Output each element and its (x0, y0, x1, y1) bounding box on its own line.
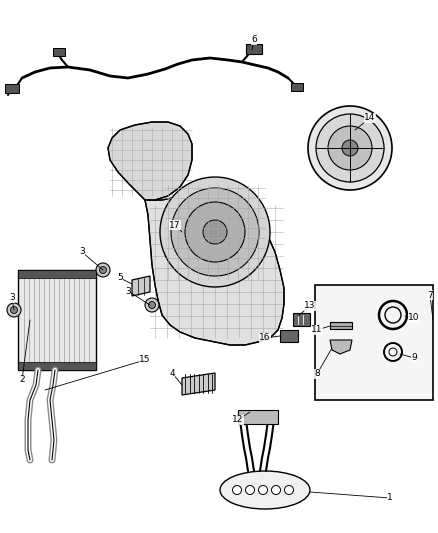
Polygon shape (108, 122, 192, 200)
Polygon shape (280, 330, 298, 342)
Polygon shape (182, 373, 215, 395)
Text: 3: 3 (125, 287, 131, 295)
Bar (53, 48, 65, 56)
Text: 6: 6 (251, 36, 257, 44)
Text: 4: 4 (169, 368, 175, 377)
Bar (18, 362, 96, 370)
Text: 17: 17 (169, 221, 181, 230)
Text: 12: 12 (232, 416, 244, 424)
Circle shape (342, 140, 358, 156)
Circle shape (7, 303, 21, 317)
Text: 3: 3 (9, 294, 15, 303)
Text: 2: 2 (19, 376, 25, 384)
Circle shape (328, 126, 372, 170)
Circle shape (148, 302, 155, 309)
Text: 1: 1 (387, 494, 393, 503)
Text: 15: 15 (139, 356, 151, 365)
Text: 5: 5 (117, 273, 123, 282)
Text: 3: 3 (79, 247, 85, 256)
Text: 16: 16 (259, 334, 271, 343)
Circle shape (233, 486, 241, 495)
Bar (246, 44, 262, 54)
Circle shape (308, 106, 392, 190)
Circle shape (160, 177, 270, 287)
Polygon shape (293, 313, 310, 326)
Text: 9: 9 (411, 353, 417, 362)
Text: 7: 7 (427, 290, 433, 300)
Bar (315, 285, 433, 400)
Circle shape (316, 114, 384, 182)
Circle shape (99, 266, 106, 273)
Text: 10: 10 (408, 313, 420, 322)
Circle shape (285, 486, 293, 495)
Circle shape (145, 298, 159, 312)
Polygon shape (330, 340, 352, 354)
Circle shape (11, 306, 18, 313)
Circle shape (96, 263, 110, 277)
Bar (5, 84, 19, 93)
Bar (18, 270, 96, 278)
Text: 13: 13 (304, 302, 316, 311)
Circle shape (171, 188, 259, 276)
Bar (18, 270, 96, 370)
Bar (330, 322, 352, 329)
Circle shape (203, 220, 227, 244)
Circle shape (258, 486, 268, 495)
Text: 11: 11 (311, 326, 323, 335)
Text: 14: 14 (364, 114, 376, 123)
Text: 8: 8 (314, 369, 320, 378)
Polygon shape (145, 195, 284, 345)
Circle shape (185, 202, 245, 262)
Ellipse shape (220, 471, 310, 509)
Circle shape (246, 486, 254, 495)
Polygon shape (132, 276, 150, 296)
Bar (238, 410, 278, 424)
Circle shape (272, 486, 280, 495)
Bar (291, 83, 303, 91)
